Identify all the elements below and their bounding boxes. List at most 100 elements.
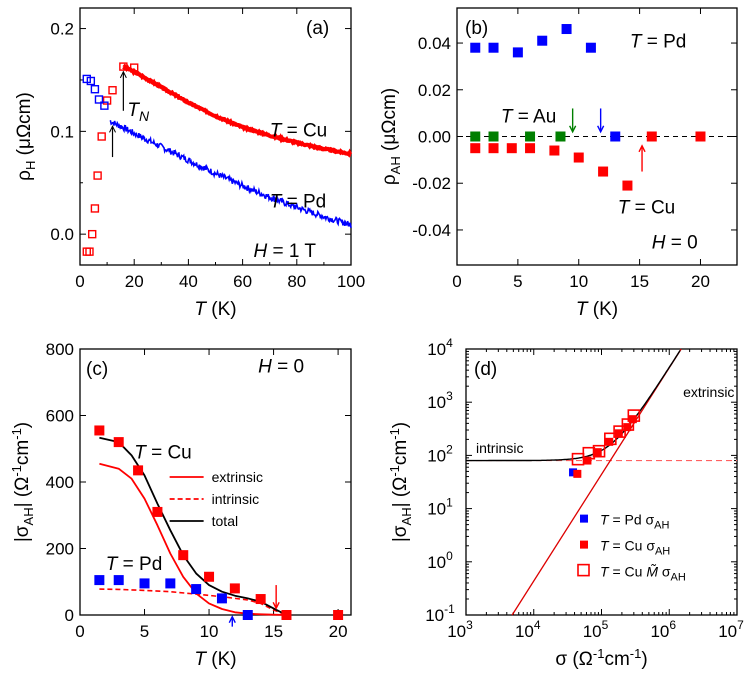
cu-open-point (592, 444, 606, 458)
cu-open-point (97, 132, 106, 141)
y-axis-label: |σAH| (Ω-1cm-1) (387, 422, 414, 542)
tn-label: TN (127, 100, 150, 124)
cu-open-point (82, 247, 91, 256)
pd-point (113, 575, 124, 586)
panel-b: 0 5 10 15 20 -0.04 -0.02 0.00 0.02 0.04 T (K) ρAH (… (379, 7, 738, 320)
pd-label: T = Pd (106, 554, 163, 575)
y-axis-label: ρH (μΩcm) (14, 92, 38, 181)
pd-point (242, 610, 253, 620)
x-tick-label: 107 (718, 618, 744, 641)
pd-point (585, 42, 596, 53)
y-tick-label: -0.04 (412, 221, 451, 240)
x-tick-label: 20 (329, 622, 348, 641)
y-axis-label: ρAH (μΩcm) (379, 88, 403, 185)
cu-point (178, 550, 189, 561)
pd-point (165, 578, 176, 589)
cu-point (333, 610, 344, 620)
y-tick-label: 103 (427, 389, 453, 412)
pd-point (94, 575, 105, 586)
y-tick-label: -0.02 (412, 174, 451, 193)
pd-label: T = Pd (270, 191, 327, 212)
x-tick-label: 20 (125, 272, 144, 291)
x-tick-label: 10 (200, 622, 219, 641)
au-point (488, 131, 499, 142)
x-tick-label: 0 (75, 272, 84, 291)
extrinsic-label: extrinsic (683, 384, 734, 400)
cu-point (605, 437, 614, 446)
cu-label: T = Cu (134, 443, 192, 464)
legend-label: extrinsic (212, 469, 263, 485)
cu-point (229, 583, 240, 594)
cu-point (94, 425, 105, 436)
x-axis-label: T (K) (194, 649, 236, 670)
x-axis-label: σ (Ω-1cm-1) (555, 646, 647, 670)
cu-point (583, 456, 592, 465)
pd-point (191, 584, 202, 595)
field-label: H = 0 (652, 233, 698, 254)
au-label: T = Au (501, 106, 556, 127)
cu-point (598, 166, 609, 177)
cu-point (614, 429, 623, 438)
pd-point (488, 42, 499, 53)
au-point (555, 131, 566, 142)
x-axis-label: T (K) (194, 299, 236, 320)
y-tick-label: 0.2 (50, 20, 74, 39)
cu-point (488, 143, 499, 154)
y-tick-label: 104 (427, 336, 453, 359)
pd-point (569, 468, 578, 477)
pd-point (139, 578, 150, 589)
cu-point (573, 152, 584, 163)
cu-open-point (85, 247, 94, 256)
x-tick-label: 0 (452, 272, 461, 291)
cu-point (152, 506, 163, 517)
legend-marker (577, 563, 590, 577)
pd-open-point (94, 95, 104, 104)
intrinsic-label: intrinsic (476, 440, 523, 456)
cu-point (525, 143, 536, 154)
pd-open-point (86, 76, 96, 86)
pd-label: T = Pd (630, 32, 687, 53)
y-tick-label: 0.1 (50, 122, 74, 141)
tn-arrow-pd-head (109, 125, 116, 133)
x-tick-label: 5 (140, 622, 149, 641)
y-tick-label: 800 (46, 340, 74, 359)
cu-arrow-head (272, 602, 280, 610)
cu-open-point (93, 171, 102, 180)
y-tick-label: 600 (46, 407, 74, 426)
panel-d: 103 104 105 106 107 10-1 100 101 102 103 104 σ (Ω-1… (387, 336, 744, 670)
y-tick-label: 0.04 (418, 34, 451, 53)
cu-point (470, 143, 481, 154)
cu-point (593, 448, 602, 457)
legend-label: total (212, 513, 238, 529)
field-label: H = 0 (258, 356, 304, 377)
pd-open-point (100, 101, 109, 110)
cu-point (204, 571, 215, 582)
y-tick-label: 0.00 (418, 128, 451, 147)
cu-curve (122, 63, 353, 158)
x-tick-label: 10 (569, 272, 588, 291)
legend-label: intrinsic (212, 491, 259, 507)
x-tick-label: 5 (513, 272, 522, 291)
x-tick-label: 100 (337, 272, 365, 291)
y-tick-label: 400 (46, 473, 74, 492)
x-tick-label: 20 (691, 272, 710, 291)
au-arrow-head (569, 125, 577, 134)
x-tick-label: 105 (583, 618, 609, 641)
x-tick-label: 103 (447, 618, 473, 641)
x-tick-label: 0 (75, 622, 84, 641)
cu-label: T = Cu (618, 198, 676, 219)
cu-open-point (129, 63, 139, 72)
cu-open-point (604, 432, 617, 446)
x-tick-label: 80 (287, 272, 306, 291)
cu-point (255, 594, 266, 605)
cu-label: T = Cu (270, 121, 328, 142)
tn-arrow-cu-head (119, 70, 127, 79)
panel-label: (b) (465, 18, 488, 39)
cu-point (113, 437, 124, 448)
cu-open-point (627, 409, 641, 422)
pd-point (561, 24, 572, 35)
y-axis-label: |σAH| (Ω-1cm-1) (9, 422, 36, 542)
intrinsic-curve (99, 588, 287, 616)
pd-point (216, 593, 227, 604)
y-tick-label: 200 (46, 540, 74, 559)
